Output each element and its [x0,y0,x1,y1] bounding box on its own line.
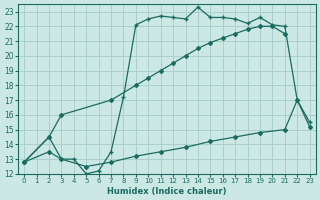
X-axis label: Humidex (Indice chaleur): Humidex (Indice chaleur) [107,187,227,196]
